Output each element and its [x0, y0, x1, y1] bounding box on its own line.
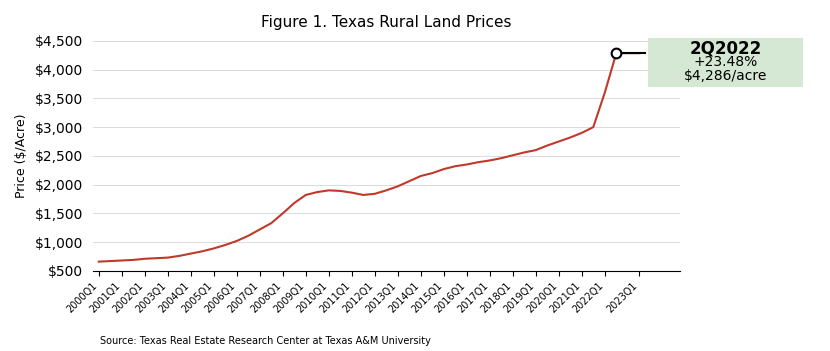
Text: $4,286/acre: $4,286/acre [684, 69, 768, 83]
FancyBboxPatch shape [648, 38, 803, 87]
Text: 2Q2022: 2Q2022 [690, 40, 762, 58]
Text: +23.48%: +23.48% [694, 55, 758, 69]
Y-axis label: Price ($/Acre): Price ($/Acre) [15, 114, 28, 198]
Text: Source: Texas Real Estate Research Center at Texas A&M University: Source: Texas Real Estate Research Cente… [100, 336, 431, 346]
Title: Figure 1. Texas Rural Land Prices: Figure 1. Texas Rural Land Prices [261, 15, 511, 30]
